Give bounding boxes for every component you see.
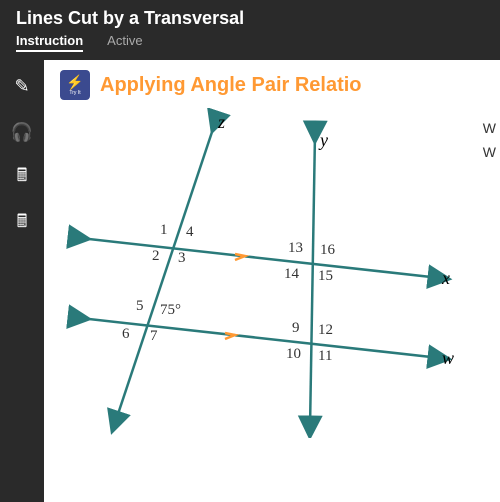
- page-title: Applying Angle Pair Relatio: [100, 74, 362, 97]
- diagram-lines: [60, 108, 460, 438]
- label-w: w: [442, 348, 454, 369]
- angle-75: 75°: [160, 302, 181, 319]
- angle-4: 4: [186, 224, 194, 241]
- angle-12: 12: [318, 322, 333, 339]
- label-y: y: [320, 130, 328, 151]
- angle-9: 9: [292, 320, 300, 337]
- angle-13: 13: [288, 240, 303, 257]
- side-w1: W: [483, 120, 496, 136]
- bolt-icon: ⚡: [66, 75, 83, 89]
- angle-1: 1: [160, 222, 168, 239]
- geometry-diagram: z y x w 1 4 2 3 5 75° 6 7 13 16 14 15 9 …: [60, 108, 460, 438]
- angle-3: 3: [178, 250, 186, 267]
- angle-16: 16: [320, 242, 335, 259]
- calculator2-icon[interactable]: 🖩: [8, 210, 36, 238]
- label-x: x: [442, 268, 450, 289]
- angle-7: 7: [150, 328, 158, 345]
- title-row: ⚡ Try It Applying Angle Pair Relatio: [60, 70, 484, 100]
- angle-6: 6: [122, 326, 130, 343]
- angle-5: 5: [136, 298, 144, 315]
- tab-active-label: Active: [107, 33, 142, 52]
- try-it-text: Try It: [69, 90, 80, 96]
- label-z: z: [218, 112, 225, 133]
- angle-15: 15: [318, 268, 333, 285]
- try-it-badge[interactable]: ⚡ Try It: [60, 70, 90, 100]
- lesson-topic: Lines Cut by a Transversal: [16, 8, 484, 29]
- main-area: ✎ 🎧 🖩 🖩 ⚡ Try It Applying Angle Pair Rel…: [0, 60, 500, 502]
- angle-10: 10: [286, 346, 301, 363]
- content-area: ⚡ Try It Applying Angle Pair Relatio W W: [44, 60, 500, 502]
- headphones-icon[interactable]: 🎧: [8, 118, 36, 146]
- angle-2: 2: [152, 248, 160, 265]
- lesson-header: Lines Cut by a Transversal Instruction A…: [0, 0, 500, 60]
- angle-14: 14: [284, 266, 299, 283]
- pencil-icon[interactable]: ✎: [8, 72, 36, 100]
- side-text: W W: [483, 120, 496, 160]
- left-toolbar: ✎ 🎧 🖩 🖩: [0, 60, 44, 502]
- tab-instruction[interactable]: Instruction: [16, 33, 83, 52]
- header-tabs: Instruction Active: [16, 33, 484, 52]
- side-w2: W: [483, 144, 496, 160]
- angle-11: 11: [318, 348, 332, 365]
- calculator-icon[interactable]: 🖩: [8, 164, 36, 192]
